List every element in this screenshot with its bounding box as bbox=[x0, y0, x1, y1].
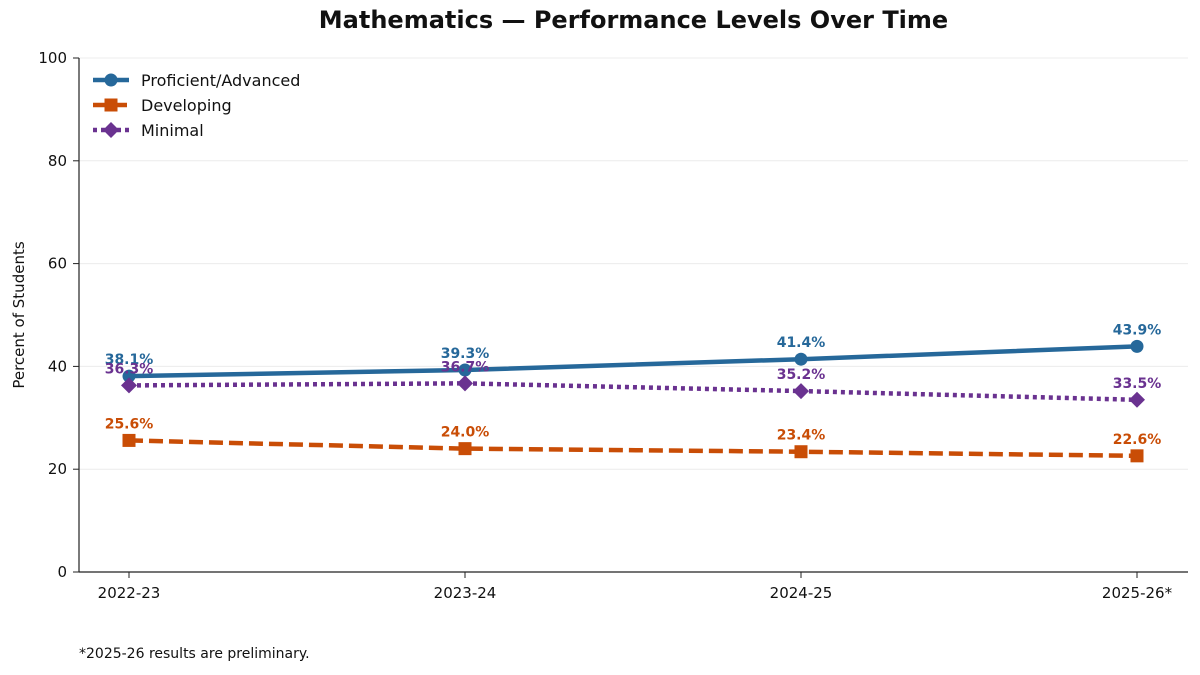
series-line-proficient-advanced bbox=[128, 344, 1138, 379]
y-tick-label: 40 bbox=[48, 357, 67, 375]
legend-marker-developing bbox=[104, 98, 118, 112]
y-tick-label: 20 bbox=[48, 460, 67, 478]
y-tick-label: 80 bbox=[48, 152, 67, 170]
legend-marker-proficient-advanced bbox=[104, 73, 118, 87]
data-labels: 38.1% 39.3% 41.4% 43.9% 25.6% 24.0% 23.4% 22.6%… bbox=[105, 322, 1162, 447]
legend-label-minimal: Minimal bbox=[141, 121, 204, 140]
series-line-minimal bbox=[128, 381, 1138, 403]
data-point-developing bbox=[458, 442, 472, 456]
data-label-proficient-advanced: 38.1% bbox=[105, 352, 154, 368]
x-tick-label: 2024-25 bbox=[770, 584, 833, 602]
data-label-proficient-advanced: 39.3% bbox=[441, 346, 490, 362]
chart-title: Mathematics — Performance Levels Over Ti… bbox=[318, 6, 949, 34]
axes: 0 20 40 60 80 100 2022-23 2023-24 2024-25 2025-26… bbox=[10, 49, 1188, 602]
legend-marker-minimal bbox=[103, 122, 119, 138]
data-point-developing bbox=[122, 433, 136, 447]
data-point-proficient-advanced bbox=[794, 352, 808, 366]
legend-label-developing: Developing bbox=[141, 96, 232, 115]
data-point-developing bbox=[794, 445, 808, 459]
y-tick-label: 100 bbox=[38, 49, 67, 67]
grid-lines bbox=[79, 57, 1188, 470]
data-label-developing: 23.4% bbox=[777, 428, 826, 444]
data-label-minimal: 33.5% bbox=[1113, 376, 1162, 392]
data-point-proficient-advanced bbox=[1130, 339, 1144, 353]
legend-label-proficient-advanced: Proficient/Advanced bbox=[141, 71, 300, 90]
y-tick-label: 0 bbox=[57, 563, 67, 581]
line-chart: 0 20 40 60 80 100 2022-23 2023-24 2024-25 2025-26… bbox=[10, 49, 1188, 602]
data-label-developing: 25.6% bbox=[105, 416, 154, 432]
data-point-developing bbox=[1130, 449, 1144, 463]
data-label-proficient-advanced: 43.9% bbox=[1113, 322, 1162, 338]
data-point-minimal bbox=[121, 377, 137, 394]
series-line-developing bbox=[128, 438, 1138, 459]
data-label-proficient-advanced: 41.4% bbox=[777, 335, 826, 351]
data-label-developing: 24.0% bbox=[441, 425, 490, 441]
x-tick-label: 2025-26* bbox=[1102, 584, 1173, 602]
data-label-minimal: 35.2% bbox=[777, 367, 826, 383]
series-lines bbox=[121, 339, 1145, 463]
legend: Proficient/Advanced Developing Minimal bbox=[93, 71, 300, 140]
data-point-minimal bbox=[793, 383, 809, 400]
footnote: *2025-26 results are preliminary. bbox=[79, 646, 310, 662]
x-tick-label: 2022-23 bbox=[98, 584, 161, 602]
y-axis-label: Percent of Students bbox=[10, 241, 28, 388]
data-point-proficient-advanced bbox=[122, 369, 136, 383]
data-point-minimal bbox=[457, 375, 473, 392]
y-tick-label: 60 bbox=[48, 255, 67, 273]
data-label-minimal: 36.3% bbox=[105, 361, 154, 377]
data-point-proficient-advanced bbox=[458, 363, 472, 377]
x-tick-label: 2023-24 bbox=[434, 584, 497, 602]
data-label-developing: 22.6% bbox=[1113, 432, 1162, 448]
data-label-minimal: 36.7% bbox=[441, 359, 490, 375]
data-point-minimal bbox=[1129, 391, 1145, 408]
